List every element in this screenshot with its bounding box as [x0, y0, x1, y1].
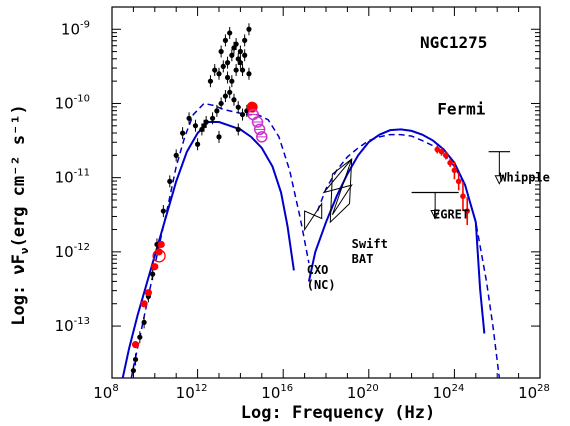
y-tick-label: 10-9 — [61, 19, 90, 38]
whipple-limit-arrow-head — [494, 175, 505, 185]
archival-point — [218, 48, 224, 55]
annotation-label: Whipple — [499, 170, 550, 184]
annotation-label: (NC) — [307, 278, 336, 292]
radio-point — [140, 300, 148, 308]
archival-point — [242, 37, 248, 43]
archival-point — [231, 45, 237, 51]
archival-point — [212, 67, 218, 73]
archival-point — [224, 60, 231, 66]
egret-limit-arrow-head — [430, 210, 440, 220]
x-tick-label: 1028 — [518, 383, 550, 402]
archival-point — [207, 78, 214, 84]
axis-ticks: 108 1012 1016 1020 1024 1028 10-13 10-12 10-11 10… — [55, 7, 550, 402]
archival-point — [218, 100, 224, 107]
archival-point — [231, 97, 237, 103]
chart-title: NGC1275 — [420, 33, 487, 52]
archival-point — [239, 67, 246, 73]
archival-point — [222, 93, 229, 99]
fermi-point — [434, 146, 441, 153]
archival-point — [235, 56, 241, 62]
x-tick-label: 1024 — [432, 383, 464, 402]
archival-point — [137, 334, 143, 340]
x-tick-label: 1016 — [261, 383, 293, 402]
archival-point — [233, 67, 239, 73]
model-curve-dashed — [316, 133, 501, 379]
archival-point — [216, 134, 222, 140]
fermi-point — [447, 160, 453, 166]
plot-frame — [111, 6, 541, 379]
radio-point — [151, 263, 159, 271]
annotation-label: CXO — [307, 263, 329, 277]
radio-point — [157, 240, 165, 249]
fermi-point — [460, 193, 466, 200]
archival-point — [195, 141, 201, 147]
archival-point — [209, 115, 216, 121]
archival-point — [242, 52, 248, 58]
archival-point — [235, 104, 241, 110]
radio-point — [144, 289, 152, 297]
archival-point — [239, 111, 246, 118]
x-axis-label: Log: Frequency (Hz) — [241, 403, 435, 423]
model-curve-solid — [307, 128, 486, 334]
archival-point — [229, 78, 235, 84]
archival-point — [246, 26, 252, 32]
archival-point — [227, 30, 233, 36]
data-series — [121, 23, 501, 379]
archival-point — [227, 89, 233, 95]
y-axis-label: Log: νFν(erg cm⁻² s⁻¹) — [9, 104, 31, 326]
radio-open-circle — [152, 249, 166, 263]
archival-point — [160, 208, 166, 214]
annotation-label: Swift — [352, 237, 388, 251]
y-axis-label-sub: ν — [18, 247, 31, 254]
archival-point — [173, 152, 179, 158]
archival-point — [224, 74, 231, 81]
archival-point — [167, 178, 173, 184]
archival-point — [130, 367, 136, 374]
archival-point — [229, 52, 235, 58]
x-tick-label: 1020 — [347, 383, 379, 402]
fermi-point — [455, 178, 462, 185]
archival-point — [180, 130, 186, 136]
limit-symbols — [304, 151, 511, 232]
model-curve-dashed — [130, 102, 310, 379]
y-axis-label-units: (erg cm⁻² s⁻¹) — [9, 104, 29, 247]
bat-bowtie — [322, 158, 353, 216]
archival-point — [201, 123, 207, 129]
radio-point — [131, 341, 140, 349]
y-tick-label: 10-13 — [55, 316, 90, 335]
fermi-point — [438, 148, 445, 155]
x-tick-label: 108 — [93, 383, 118, 402]
archival-point — [141, 319, 147, 325]
fermi-point — [451, 167, 458, 174]
archival-point — [246, 71, 252, 77]
annotation-label: BAT — [352, 252, 374, 266]
annotation-label: EGRET — [433, 207, 469, 221]
archival-point — [220, 63, 226, 69]
plot-border — [111, 6, 541, 379]
y-axis-label-main: Log: νF — [9, 254, 29, 326]
archival-point — [216, 71, 222, 77]
archival-point — [150, 271, 156, 277]
model-curve-solid — [121, 121, 295, 379]
y-tick-label: 10-11 — [55, 168, 90, 187]
svg-text:Log: νFν(erg cm⁻² s⁻¹): Log: νFν(erg cm⁻² s⁻¹) — [9, 104, 31, 326]
x-tick-label: 1012 — [176, 383, 208, 402]
archival-point — [222, 37, 229, 43]
fermi-point — [464, 208, 471, 214]
archival-point — [192, 123, 199, 129]
archival-point — [237, 48, 243, 55]
archival-point — [235, 126, 241, 133]
archival-point — [214, 108, 220, 114]
y-tick-label: 10-12 — [55, 242, 90, 261]
cxo-bowtie — [304, 201, 323, 232]
y-tick-label: 10-10 — [55, 93, 90, 112]
annotation-label: Fermi — [437, 100, 486, 119]
archival-point — [186, 115, 192, 121]
bat-bowtie-outline — [329, 158, 353, 224]
fermi-point — [443, 152, 449, 159]
archival-point — [132, 356, 139, 363]
